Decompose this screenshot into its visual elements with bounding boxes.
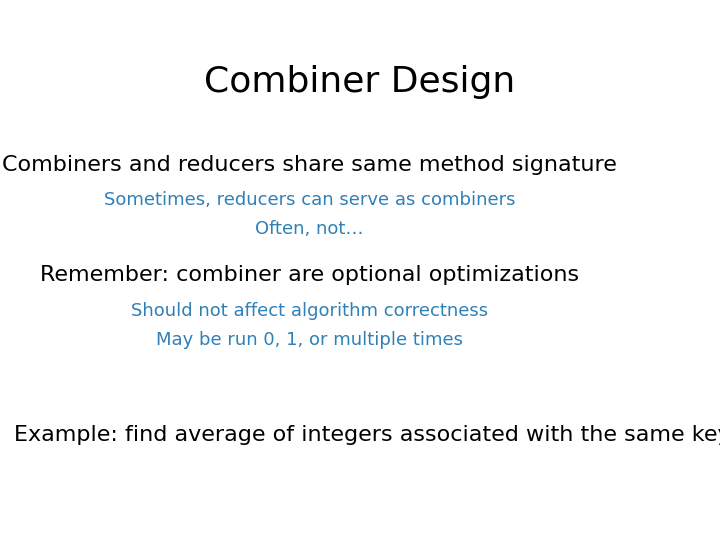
Text: May be run 0, 1, or multiple times: May be run 0, 1, or multiple times: [156, 331, 463, 349]
Text: Remember: combiner are optional optimizations: Remember: combiner are optional optimiza…: [40, 265, 579, 286]
Text: Example: find average of integers associated with the same key: Example: find average of integers associ…: [14, 424, 720, 445]
Text: Sometimes, reducers can serve as combiners: Sometimes, reducers can serve as combine…: [104, 191, 516, 209]
Text: Often, not…: Often, not…: [256, 220, 364, 239]
Text: Should not affect algorithm correctness: Should not affect algorithm correctness: [131, 301, 488, 320]
Text: Combiner Design: Combiner Design: [204, 65, 516, 99]
Text: Combiners and reducers share same method signature: Combiners and reducers share same method…: [2, 154, 617, 175]
